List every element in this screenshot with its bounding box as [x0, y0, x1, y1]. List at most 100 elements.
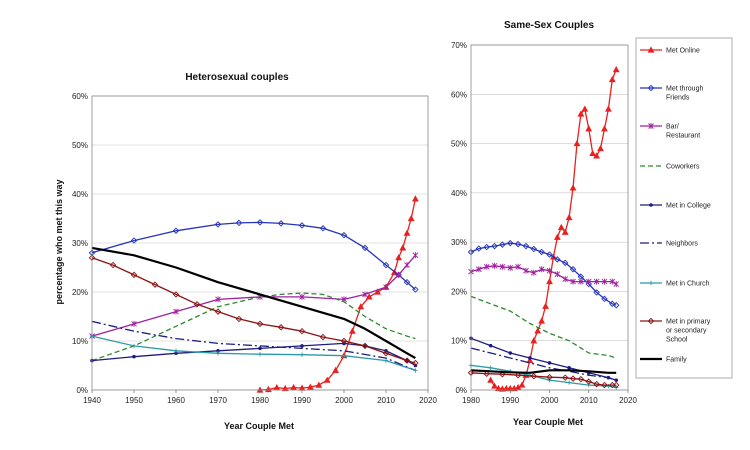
data-point	[412, 359, 419, 367]
data-point	[488, 343, 493, 348]
data-point	[299, 352, 305, 357]
legend-item-met-through-friends: Met through Friends	[640, 84, 703, 102]
x-tick-label: 1990	[501, 396, 519, 405]
data-point	[491, 262, 498, 269]
data-point	[299, 293, 305, 300]
x-tick-label: 1980	[462, 396, 480, 405]
data-point	[514, 383, 522, 391]
legend-label: Met in primary or secondary School	[666, 319, 711, 344]
x-tick-label: 1950	[125, 396, 143, 405]
data-point	[362, 291, 368, 298]
data-point	[216, 349, 220, 353]
y-tick-label: 20%	[72, 288, 88, 297]
data-point	[307, 383, 314, 390]
data-point	[412, 252, 419, 259]
x-tick-label: 2020	[419, 396, 437, 405]
series-line	[91, 292, 416, 362]
data-point	[315, 381, 323, 388]
y-tick-label: 20%	[451, 287, 467, 296]
data-point	[613, 281, 620, 288]
data-point	[412, 195, 419, 202]
data-point	[557, 223, 565, 230]
data-point	[132, 354, 136, 359]
y-tick-label: 0%	[76, 386, 88, 395]
data-point	[319, 225, 327, 232]
data-point	[361, 244, 369, 252]
series-family	[91, 246, 416, 360]
data-point	[340, 231, 348, 239]
data-point	[214, 308, 222, 315]
data-point	[593, 152, 600, 159]
series-line	[470, 295, 617, 359]
data-point	[523, 267, 529, 274]
y-axis-label: percentage who met this way	[54, 179, 64, 304]
plot-frame	[470, 44, 629, 391]
data-point	[382, 261, 390, 269]
data-point	[589, 149, 597, 157]
data-point	[298, 384, 306, 391]
data-point	[265, 385, 272, 393]
x-axis-label: Year Couple Met	[513, 417, 583, 427]
series-coworkers	[91, 292, 416, 362]
data-point	[508, 351, 513, 355]
data-point	[300, 344, 304, 348]
series-bar-restaurant	[89, 252, 419, 340]
data-point	[491, 382, 498, 389]
data-point	[383, 284, 389, 291]
x-tick-label: 2000	[541, 396, 559, 405]
series-met-in-church	[89, 333, 418, 373]
data-point	[593, 289, 600, 296]
series-met-in-primary-or-secondary-school	[88, 254, 419, 367]
data-point	[403, 229, 411, 236]
legend-marker	[648, 123, 654, 129]
data-point	[277, 324, 285, 331]
data-point	[395, 271, 402, 278]
data-point	[407, 214, 415, 222]
data-point	[601, 278, 608, 285]
data-point	[522, 242, 530, 250]
data-point	[561, 259, 569, 267]
data-point	[273, 383, 281, 391]
data-point	[554, 271, 561, 278]
data-point	[290, 383, 297, 391]
legend-item-met-in-primary-or-secondary-school: Met in primary or secondary School	[640, 317, 711, 344]
legend-marker	[649, 203, 653, 207]
series-line	[490, 69, 617, 390]
plot-frame	[91, 95, 429, 391]
data-point	[357, 303, 365, 310]
data-point	[374, 288, 381, 295]
data-point	[530, 337, 538, 344]
data-point	[404, 262, 410, 269]
data-point	[131, 320, 137, 327]
series-line	[91, 221, 416, 291]
data-point	[530, 372, 538, 380]
data-point	[130, 271, 138, 279]
legend-label: Met through Friends	[666, 86, 703, 102]
data-point	[604, 105, 612, 112]
data-point	[476, 266, 482, 273]
series-met-in-primary-or-secondary-school	[467, 369, 620, 389]
legend-label: Met in College	[666, 203, 711, 210]
series-line	[470, 347, 617, 381]
data-point	[601, 381, 608, 389]
legend-item-bar-restaurant: Bar/Restaurant	[640, 123, 700, 140]
data-point	[483, 370, 490, 377]
data-point	[475, 245, 483, 252]
data-point	[593, 380, 600, 388]
x-tick-label: 1940	[83, 396, 101, 405]
data-point	[173, 308, 179, 315]
data-point	[612, 66, 620, 73]
data-point	[578, 278, 584, 285]
series-met-through-friends	[467, 239, 620, 309]
y-tick-label: 50%	[451, 140, 467, 149]
data-point	[383, 358, 389, 363]
y-tick-label: 0%	[455, 386, 467, 395]
legend-item-neighbors: Neighbors	[640, 241, 698, 248]
y-tick-label: 60%	[72, 92, 88, 101]
x-axis-label: Year Couple Met	[224, 421, 294, 431]
data-point	[518, 381, 526, 388]
data-point	[365, 293, 373, 300]
data-point	[298, 327, 306, 335]
data-point	[612, 301, 620, 309]
chart-heterosexual: Heterosexual couples Year Couple Met per…	[54, 72, 437, 431]
